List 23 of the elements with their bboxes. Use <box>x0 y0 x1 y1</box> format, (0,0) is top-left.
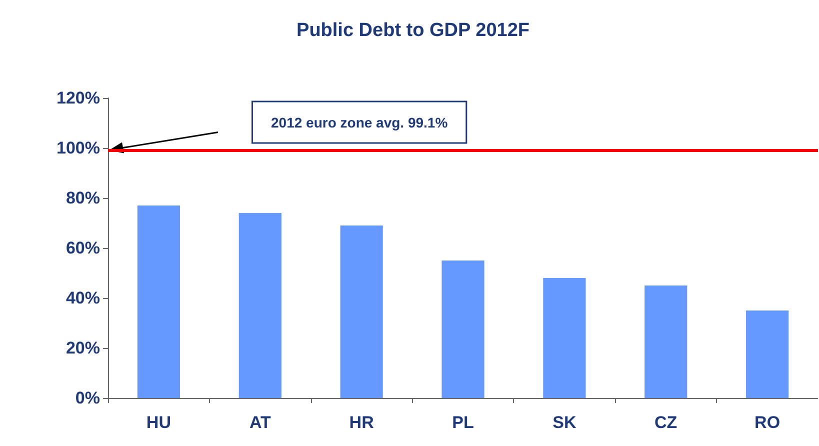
bar <box>137 206 180 398</box>
y-tick-label: 0% <box>75 388 100 408</box>
y-tick-label: 120% <box>56 88 100 108</box>
x-tick-label: CZ <box>654 413 678 432</box>
y-tick-label: 40% <box>66 288 100 308</box>
bar <box>442 260 484 398</box>
bar <box>340 226 383 398</box>
bar <box>543 278 586 398</box>
x-tick-label: RO <box>754 413 780 432</box>
x-tick-label: AT <box>249 413 272 432</box>
bar <box>238 213 282 398</box>
x-tick-label: HR <box>349 413 374 432</box>
bar <box>746 310 789 398</box>
chart-title: Public Debt to GDP 2012F <box>296 20 530 41</box>
x-tick-label: SK <box>552 413 577 432</box>
y-tick-label: 20% <box>66 338 100 358</box>
y-tick-label: 100% <box>56 138 100 158</box>
ref-line-label: 2012 euro zone avg. 99.1% <box>271 114 448 130</box>
y-tick-label: 60% <box>66 238 100 258</box>
x-tick-label: HU <box>146 413 171 432</box>
y-tick-label: 80% <box>66 188 100 208</box>
x-tick-label: PL <box>452 413 474 432</box>
bar <box>644 286 688 398</box>
